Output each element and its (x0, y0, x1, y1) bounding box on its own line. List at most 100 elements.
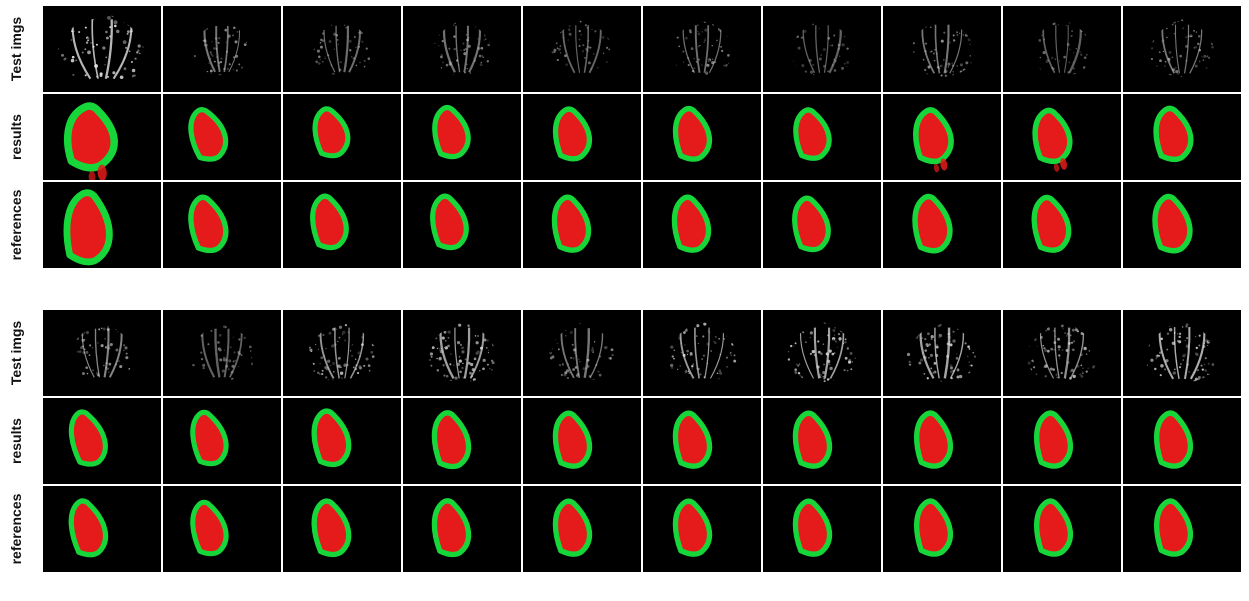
ultrasound-icon (181, 18, 263, 81)
segmentation-thumb (43, 182, 161, 268)
lv-segmentation-icon (302, 193, 361, 258)
segmentation-thumb (163, 398, 281, 484)
ultrasound-thumb (763, 6, 881, 92)
ultrasound-thumb (283, 6, 401, 92)
ultrasound-thumb (523, 310, 641, 396)
segmentation-thumb (1003, 94, 1121, 180)
lv-segmentation-icon (543, 194, 601, 259)
lv-segmentation-icon (303, 103, 362, 167)
lv-segmentation-icon (1145, 104, 1205, 171)
segmentation-thumb (763, 398, 881, 484)
row-bottom-results: results (43, 398, 1249, 484)
ultrasound-icon (897, 318, 987, 388)
ultrasound-icon (540, 16, 624, 81)
ultrasound-thumb (43, 310, 161, 396)
lv-segmentation-icon (423, 410, 481, 475)
segmentation-thumb (403, 182, 521, 268)
lv-segmentation-icon (545, 410, 603, 475)
segmentation-thumb (403, 486, 521, 572)
lv-segmentation-icon (665, 498, 723, 563)
ultrasound-thumb (163, 310, 281, 396)
ultrasound-thumb (283, 310, 401, 396)
segmentation-thumb (163, 94, 281, 180)
segmentation-thumb (523, 398, 641, 484)
lv-segmentation-icon (60, 498, 120, 564)
row-bottom-references: references (43, 486, 1249, 572)
segmentation-thumb (763, 486, 881, 572)
segmentation-thumb (643, 398, 761, 484)
lv-segmentation-icon (783, 194, 842, 259)
lv-segmentation-icon (663, 194, 721, 259)
lv-segmentation-icon (57, 194, 123, 268)
lv-segmentation-icon (665, 410, 723, 475)
grid-top: Test imgs results references (0, 6, 1249, 268)
row-label: results (8, 114, 24, 160)
lv-segmentation-icon (907, 499, 964, 563)
ultrasound-icon (417, 318, 507, 388)
ultrasound-icon (179, 320, 265, 387)
ultrasound-thumb (1003, 310, 1121, 396)
ultrasound-icon (301, 17, 384, 81)
ultrasound-icon (538, 319, 626, 387)
segmentation-thumb (163, 486, 281, 572)
row-label: references (8, 494, 24, 565)
segmentation-thumb (283, 94, 401, 180)
lv-segmentation-icon (182, 499, 241, 563)
segmentation-thumb (43, 398, 161, 484)
segmentation-thumb (763, 182, 881, 268)
row-label: references (8, 190, 24, 261)
row-top-references: references (43, 182, 1249, 268)
ultrasound-icon (1136, 317, 1228, 388)
ultrasound-thumb (43, 6, 161, 92)
lv-segmentation-icon (60, 408, 120, 473)
ultrasound-thumb (883, 6, 1001, 92)
ultrasound-thumb (1123, 6, 1241, 92)
segmentation-thumb (43, 94, 161, 180)
ultrasound-icon (297, 318, 387, 388)
ultrasound-thumb (163, 6, 281, 92)
row-label: Test imgs (8, 321, 24, 385)
grid-bottom: Test imgs results references (0, 310, 1249, 572)
ultrasound-icon (421, 17, 504, 81)
lv-segmentation-icon (1024, 105, 1084, 172)
ultrasound-thumb (883, 310, 1001, 396)
lv-segmentation-icon (179, 193, 241, 261)
lv-segmentation-icon (905, 105, 964, 172)
segmentation-thumb (1003, 398, 1121, 484)
lv-segmentation-icon (785, 498, 843, 563)
lv-segmentation-icon (1147, 499, 1204, 563)
segmentation-thumb (763, 94, 881, 180)
lv-segmentation-icon (1144, 193, 1204, 260)
lv-segmentation-icon (904, 193, 964, 260)
lv-segmentation-icon (665, 104, 723, 169)
ultrasound-icon (780, 16, 864, 81)
lv-segmentation-icon (1147, 411, 1204, 475)
lv-segmentation-icon (784, 105, 843, 170)
segmentation-thumb (283, 182, 401, 268)
lv-segmentation-icon (545, 104, 603, 169)
lv-segmentation-icon (182, 409, 241, 473)
row-top-testimgs: Test imgs (43, 6, 1249, 92)
segmentation-thumb (43, 486, 161, 572)
segmentation-thumb (283, 398, 401, 484)
lv-segmentation-icon (179, 103, 242, 171)
lv-segmentation-icon (907, 411, 964, 475)
segmentation-thumb (1003, 486, 1121, 572)
lv-segmentation-icon (785, 410, 843, 475)
ultrasound-icon (49, 8, 155, 89)
segmentation-thumb (1123, 398, 1241, 484)
lv-segmentation-icon (55, 99, 129, 180)
segmentation-thumb (523, 486, 641, 572)
segmentation-thumb (643, 182, 761, 268)
segmentation-thumb (883, 486, 1001, 572)
lv-segmentation-icon (1023, 194, 1083, 260)
ultrasound-icon (899, 16, 985, 83)
segmentation-thumb (523, 94, 641, 180)
row-label: Test imgs (8, 17, 24, 81)
ultrasound-thumb (523, 6, 641, 92)
lv-segmentation-icon (303, 408, 363, 474)
segmentation-thumb (883, 182, 1001, 268)
lv-segmentation-icon (303, 498, 363, 564)
ultrasound-thumb (643, 6, 761, 92)
segmentation-thumb (883, 398, 1001, 484)
